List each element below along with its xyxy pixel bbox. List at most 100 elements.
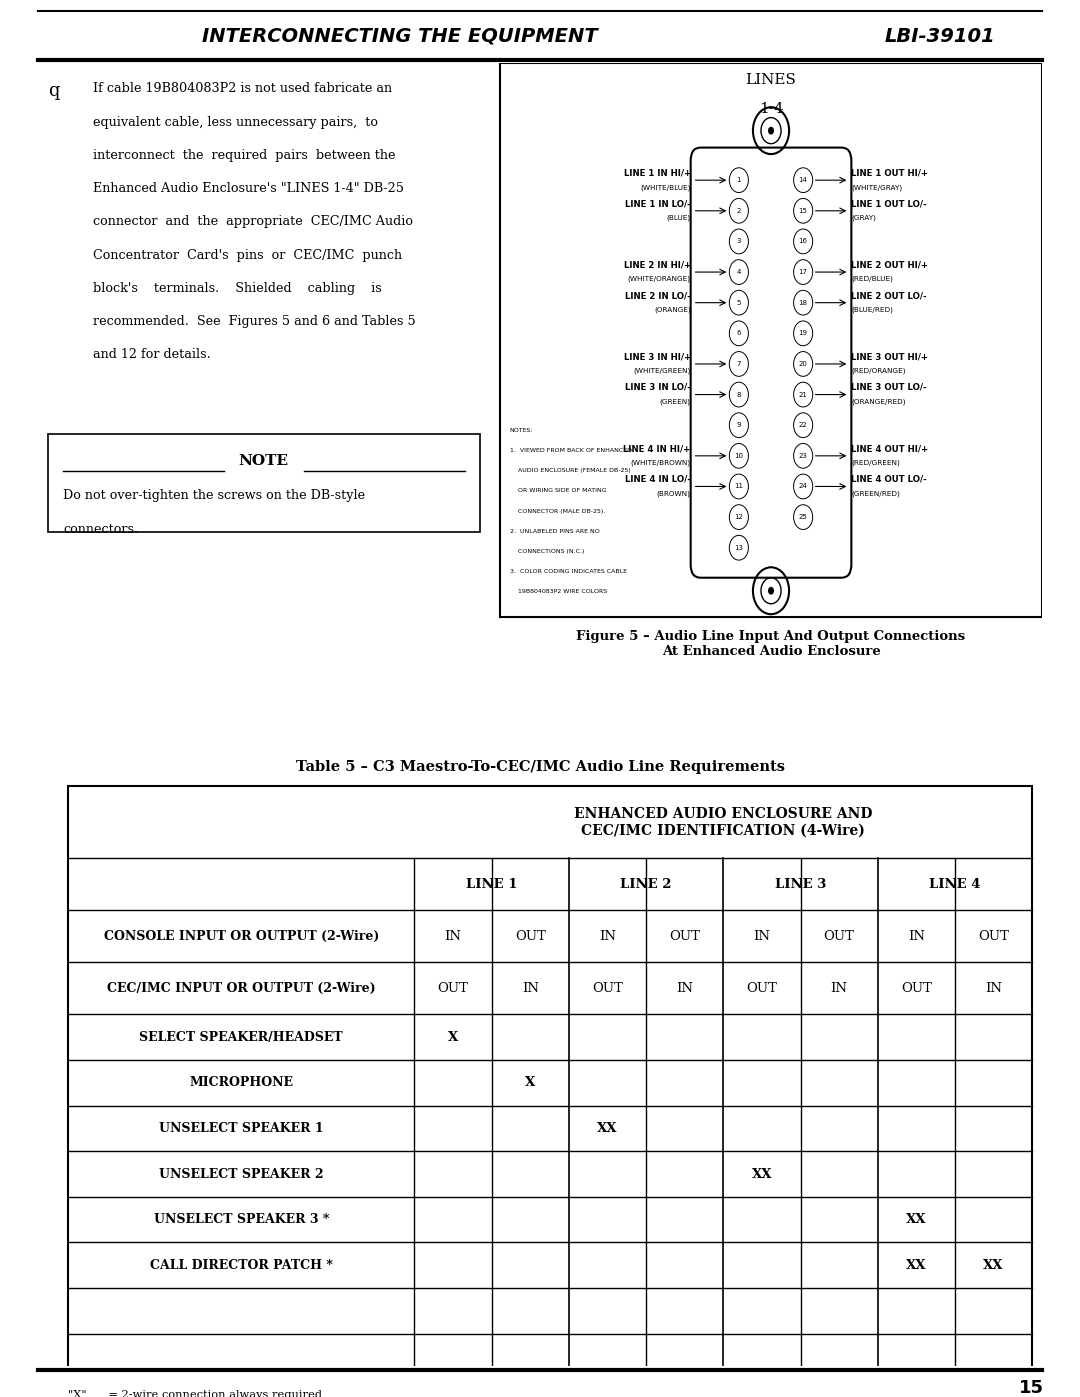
Text: recommended.  See  Figures 5 and 6 and Tables 5: recommended. See Figures 5 and 6 and Tab… bbox=[93, 316, 416, 328]
Text: 25: 25 bbox=[799, 514, 808, 520]
Text: LINE 4: LINE 4 bbox=[929, 877, 981, 890]
Text: LINE 2: LINE 2 bbox=[620, 877, 672, 890]
Text: 16: 16 bbox=[798, 239, 808, 244]
Text: XX: XX bbox=[752, 1168, 772, 1180]
Text: LINE 1 IN HI/+: LINE 1 IN HI/+ bbox=[623, 169, 691, 177]
Text: LINE 4 IN HI/+: LINE 4 IN HI/+ bbox=[623, 444, 691, 453]
Text: (GREEN): (GREEN) bbox=[660, 398, 691, 405]
Text: 4: 4 bbox=[737, 270, 741, 275]
Text: LINE 3 OUT LO/-: LINE 3 OUT LO/- bbox=[851, 383, 927, 393]
Text: 14: 14 bbox=[799, 177, 808, 183]
Text: connectors.: connectors. bbox=[63, 522, 138, 536]
Text: LINE 1 IN LO/-: LINE 1 IN LO/- bbox=[625, 200, 691, 208]
Text: 3: 3 bbox=[737, 239, 741, 244]
Text: 24: 24 bbox=[799, 483, 808, 489]
Text: IN: IN bbox=[985, 982, 1002, 995]
Text: 1-4: 1-4 bbox=[758, 102, 783, 116]
Text: LINE 4 OUT LO/-: LINE 4 OUT LO/- bbox=[851, 475, 927, 483]
Text: UNSELECT SPEAKER 2: UNSELECT SPEAKER 2 bbox=[159, 1168, 324, 1180]
Text: LINE 3 OUT HI/+: LINE 3 OUT HI/+ bbox=[851, 352, 929, 362]
Text: (BLUE/RED): (BLUE/RED) bbox=[851, 306, 893, 313]
Text: 23: 23 bbox=[799, 453, 808, 458]
Text: 10: 10 bbox=[734, 453, 743, 458]
Text: OUT: OUT bbox=[592, 982, 623, 995]
Text: (BLUE): (BLUE) bbox=[666, 215, 691, 221]
Text: LINE 4 IN LO/-: LINE 4 IN LO/- bbox=[625, 475, 691, 483]
Text: LINE 2 IN HI/+: LINE 2 IN HI/+ bbox=[623, 260, 691, 270]
Text: 18: 18 bbox=[798, 300, 808, 306]
Text: 15: 15 bbox=[1018, 1379, 1044, 1397]
Text: (RED/ORANGE): (RED/ORANGE) bbox=[851, 367, 906, 374]
Text: IN: IN bbox=[676, 982, 693, 995]
Text: (RED/GREEN): (RED/GREEN) bbox=[851, 460, 900, 467]
Text: LINE 3 IN HI/+: LINE 3 IN HI/+ bbox=[623, 352, 691, 362]
Text: (WHITE/GREEN): (WHITE/GREEN) bbox=[633, 367, 691, 374]
Text: IN: IN bbox=[522, 982, 539, 995]
Bar bbox=[48, 434, 480, 532]
Text: MICROPHONE: MICROPHONE bbox=[189, 1076, 293, 1090]
Text: (ORANGE): (ORANGE) bbox=[653, 306, 691, 313]
Text: 15: 15 bbox=[799, 208, 808, 214]
Text: CALL DIRECTOR PATCH *: CALL DIRECTOR PATCH * bbox=[150, 1259, 333, 1271]
Text: and 12 for details.: and 12 for details. bbox=[93, 348, 211, 362]
Text: LBI-39101: LBI-39101 bbox=[885, 27, 995, 46]
Circle shape bbox=[768, 127, 774, 134]
Text: 22: 22 bbox=[799, 422, 808, 429]
Text: OUT: OUT bbox=[670, 929, 700, 943]
Text: interconnect  the  required  pairs  between the: interconnect the required pairs between … bbox=[93, 149, 395, 162]
Text: ENHANCED AUDIO ENCLOSURE AND
CEC/IMC IDENTIFICATION (4-Wire): ENHANCED AUDIO ENCLOSURE AND CEC/IMC IDE… bbox=[575, 807, 873, 837]
Text: INTERCONNECTING THE EQUIPMENT: INTERCONNECTING THE EQUIPMENT bbox=[202, 27, 597, 46]
Text: XX: XX bbox=[597, 1122, 618, 1134]
Text: LINE 2 IN LO/-: LINE 2 IN LO/- bbox=[625, 291, 691, 300]
Text: Enhanced Audio Enclosure's "LINES 1-4" DB-25: Enhanced Audio Enclosure's "LINES 1-4" D… bbox=[93, 182, 404, 196]
Text: LINE 4 OUT HI/+: LINE 4 OUT HI/+ bbox=[851, 444, 929, 453]
Text: Do not over-tighten the screws on the DB-style: Do not over-tighten the screws on the DB… bbox=[63, 489, 365, 502]
Text: CONNECTIONS (N.C.): CONNECTIONS (N.C.) bbox=[510, 549, 584, 555]
Text: 2: 2 bbox=[737, 208, 741, 214]
Text: CONNECTOR (MALE DB-25).: CONNECTOR (MALE DB-25). bbox=[510, 509, 605, 514]
Text: 13: 13 bbox=[734, 545, 743, 550]
Text: LINE 3: LINE 3 bbox=[774, 877, 826, 890]
Text: 8: 8 bbox=[737, 391, 741, 398]
Text: 2.  UNLABELED PINS ARE NO: 2. UNLABELED PINS ARE NO bbox=[510, 529, 599, 534]
Text: XX: XX bbox=[906, 1213, 927, 1227]
Text: OUT: OUT bbox=[515, 929, 545, 943]
Text: NOTE: NOTE bbox=[239, 454, 288, 468]
FancyBboxPatch shape bbox=[691, 148, 851, 578]
Text: UNSELECT SPEAKER 1: UNSELECT SPEAKER 1 bbox=[159, 1122, 324, 1134]
Text: (WHITE/BROWN): (WHITE/BROWN) bbox=[631, 460, 691, 467]
Text: q: q bbox=[48, 82, 59, 101]
Text: 17: 17 bbox=[798, 270, 808, 275]
Text: CONSOLE INPUT OR OUTPUT (2-Wire): CONSOLE INPUT OR OUTPUT (2-Wire) bbox=[104, 929, 379, 943]
Text: X: X bbox=[448, 1031, 458, 1044]
Text: OR WIRING SIDE OF MATING: OR WIRING SIDE OF MATING bbox=[510, 489, 607, 493]
Text: XX: XX bbox=[906, 1259, 927, 1271]
Circle shape bbox=[768, 587, 774, 595]
Text: IN: IN bbox=[754, 929, 770, 943]
Text: 19B804083P2 WIRE COLORS: 19B804083P2 WIRE COLORS bbox=[510, 590, 607, 595]
Text: 1: 1 bbox=[737, 177, 741, 183]
Text: NOTES:: NOTES: bbox=[510, 427, 534, 433]
Text: "X"      = 2-wire connection always required: "X" = 2-wire connection always required bbox=[68, 1390, 322, 1397]
Bar bbox=[500, 63, 1042, 617]
Text: X: X bbox=[525, 1076, 536, 1090]
Text: 6: 6 bbox=[737, 330, 741, 337]
Text: SELECT SPEAKER/HEADSET: SELECT SPEAKER/HEADSET bbox=[139, 1031, 343, 1044]
Text: (WHITE/BLUE): (WHITE/BLUE) bbox=[640, 184, 691, 190]
Text: 12: 12 bbox=[734, 514, 743, 520]
Text: IN: IN bbox=[445, 929, 461, 943]
Text: IN: IN bbox=[831, 982, 848, 995]
Text: (BROWN): (BROWN) bbox=[657, 490, 691, 497]
Text: LINE 1: LINE 1 bbox=[465, 877, 517, 890]
Text: OUT: OUT bbox=[978, 929, 1009, 943]
Text: IN: IN bbox=[599, 929, 616, 943]
Text: XX: XX bbox=[983, 1259, 1003, 1271]
Text: (WHITE/GRAY): (WHITE/GRAY) bbox=[851, 184, 903, 190]
Text: IN: IN bbox=[908, 929, 924, 943]
Text: UNSELECT SPEAKER 3 *: UNSELECT SPEAKER 3 * bbox=[153, 1213, 329, 1227]
Text: 3.  COLOR CODING INDICATES CABLE: 3. COLOR CODING INDICATES CABLE bbox=[510, 569, 626, 574]
Text: 11: 11 bbox=[734, 483, 743, 489]
Text: block's    terminals.    Shielded    cabling    is: block's terminals. Shielded cabling is bbox=[93, 282, 382, 295]
Text: OUT: OUT bbox=[746, 982, 778, 995]
Text: 21: 21 bbox=[799, 391, 808, 398]
